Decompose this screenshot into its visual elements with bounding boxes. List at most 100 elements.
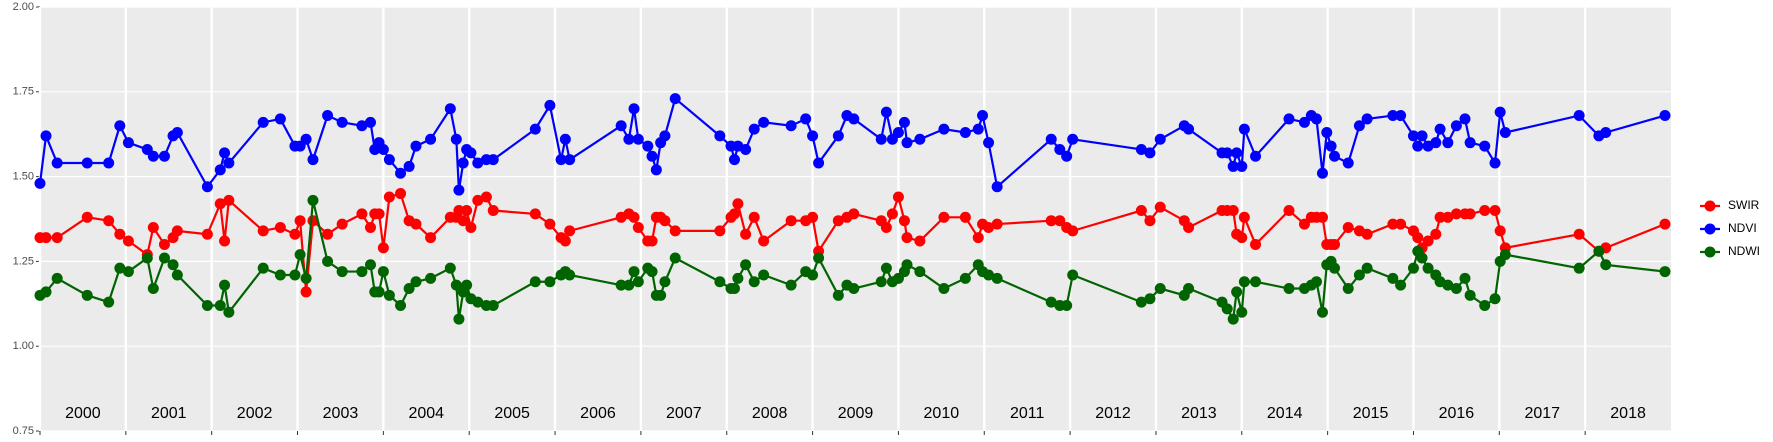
data-point xyxy=(103,157,115,169)
data-point xyxy=(892,127,904,139)
x-tick-label: 2010 xyxy=(924,405,960,422)
series-line xyxy=(38,96,1666,191)
data-point xyxy=(785,279,797,291)
x-tick-label: 2017 xyxy=(1524,405,1560,422)
data-point xyxy=(807,269,819,281)
x-tick-label: 2011 xyxy=(1010,405,1045,422)
data-point xyxy=(1154,283,1166,295)
data-point xyxy=(364,116,376,128)
data-point xyxy=(1061,299,1073,311)
x-tick-label: 2003 xyxy=(323,405,359,422)
data-point xyxy=(983,137,995,149)
data-point xyxy=(1416,252,1428,264)
data-point xyxy=(832,215,844,227)
data-point xyxy=(892,191,904,203)
data-point xyxy=(114,120,126,132)
data-point xyxy=(364,259,376,271)
data-point xyxy=(632,221,644,233)
x-tick-label: 2004 xyxy=(408,405,444,422)
data-point xyxy=(655,289,667,301)
data-point xyxy=(201,181,213,193)
data-point xyxy=(1412,232,1424,244)
data-point xyxy=(748,211,760,223)
x-tick-label: 2001 xyxy=(151,405,187,422)
data-point xyxy=(732,198,744,210)
x-tick-label: 2014 xyxy=(1267,405,1303,422)
legend-key-point xyxy=(1704,246,1716,258)
data-point xyxy=(201,228,213,240)
data-point xyxy=(714,225,726,237)
data-point xyxy=(1459,113,1471,125)
data-point xyxy=(274,269,286,281)
data-point xyxy=(1395,218,1407,230)
data-point xyxy=(1422,235,1434,247)
data-point xyxy=(646,266,658,278)
data-point xyxy=(1593,245,1605,257)
data-point xyxy=(1361,228,1373,240)
data-point xyxy=(322,110,334,122)
data-point xyxy=(1061,150,1073,162)
data-point xyxy=(728,283,740,295)
data-point xyxy=(364,221,376,233)
data-point xyxy=(307,154,319,166)
y-tick-label: 1.00 xyxy=(13,340,34,352)
data-point xyxy=(758,235,770,247)
data-point xyxy=(1328,262,1340,274)
data-point xyxy=(1430,137,1442,149)
data-point xyxy=(383,154,395,166)
data-point xyxy=(728,154,740,166)
data-point xyxy=(1442,137,1454,149)
data-point xyxy=(1659,110,1671,122)
data-point xyxy=(544,218,556,230)
data-point xyxy=(875,276,887,288)
data-point xyxy=(1659,218,1671,230)
data-point xyxy=(51,232,63,244)
data-point xyxy=(615,279,627,291)
data-point xyxy=(628,211,640,223)
data-point xyxy=(377,266,389,278)
data-point xyxy=(114,262,126,274)
data-point xyxy=(1183,123,1195,135)
data-point xyxy=(453,313,465,325)
data-point xyxy=(373,286,385,298)
data-point xyxy=(257,116,269,128)
data-point xyxy=(1434,211,1446,223)
data-point xyxy=(81,157,93,169)
data-point xyxy=(465,147,477,159)
data-point xyxy=(646,150,658,162)
data-point xyxy=(444,103,456,115)
data-point xyxy=(307,194,319,206)
data-point xyxy=(336,266,348,278)
data-point xyxy=(1342,283,1354,295)
data-point xyxy=(1238,123,1250,135)
data-point xyxy=(1238,276,1250,288)
data-point xyxy=(1321,127,1333,139)
data-point xyxy=(487,299,499,311)
x-tick-label: 2007 xyxy=(666,405,702,422)
data-point xyxy=(1442,211,1454,223)
data-point xyxy=(714,130,726,142)
data-point xyxy=(1045,215,1057,227)
data-point xyxy=(1416,130,1428,142)
data-point xyxy=(659,215,671,227)
data-point xyxy=(544,276,556,288)
data-point xyxy=(450,279,462,291)
data-point xyxy=(1450,283,1462,295)
x-tick-label: 2012 xyxy=(1095,405,1131,422)
data-point xyxy=(1479,205,1491,217)
data-point xyxy=(356,120,368,132)
data-point xyxy=(377,143,389,155)
data-point xyxy=(991,218,1003,230)
data-point xyxy=(959,211,971,223)
data-point xyxy=(650,164,662,176)
data-point xyxy=(1479,140,1491,152)
data-point xyxy=(914,133,926,145)
data-point xyxy=(938,211,950,223)
data-point xyxy=(1221,303,1233,315)
data-point xyxy=(529,123,541,135)
data-point xyxy=(40,232,52,244)
data-point xyxy=(623,133,635,145)
data-point xyxy=(728,208,740,220)
